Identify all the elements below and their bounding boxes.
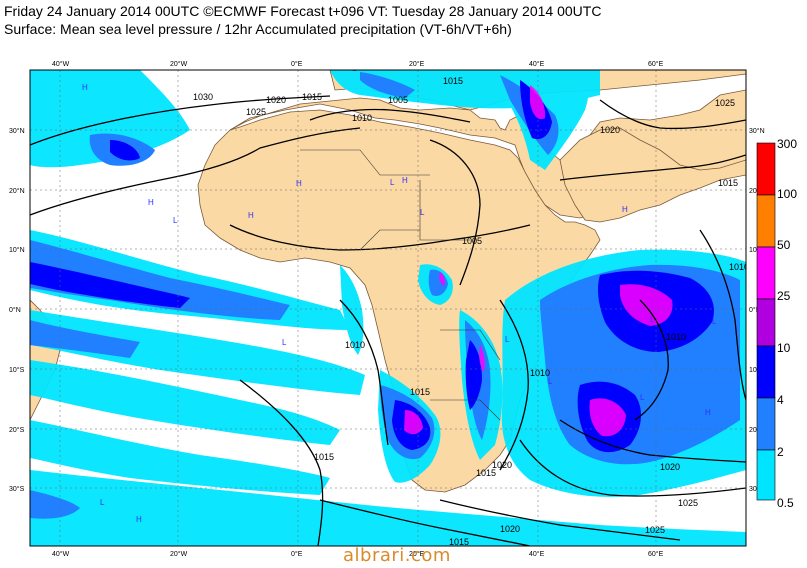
isobar-label: 1020: [500, 524, 520, 534]
lon-label-top: 60°E: [648, 60, 664, 68]
legend-swatch-50: [756, 246, 776, 300]
precipitation-field: [30, 70, 746, 546]
lon-label-top: 40°E: [529, 60, 545, 68]
precip-legend: [756, 142, 776, 501]
high-marker: H: [296, 179, 302, 188]
isobar-label: 1020: [492, 460, 512, 470]
low-marker: L: [712, 317, 717, 326]
legend-label: 50: [777, 238, 791, 252]
low-marker: L: [650, 315, 655, 324]
map-frame: [29, 69, 747, 547]
high-marker: H: [402, 176, 408, 185]
isobar-label: 1025: [678, 498, 698, 508]
pressure-centers: H H H H H H H H L L L L L L L L L L L: [82, 64, 717, 524]
low-marker: L: [282, 338, 287, 347]
lon-label-bottom: 0°E: [291, 550, 303, 558]
legend-label: 0.5: [777, 496, 794, 510]
lat-label-left: 0°N: [9, 306, 21, 314]
legend-swatch-300: [756, 142, 776, 196]
low-marker: L: [173, 216, 178, 225]
low-marker: L: [505, 335, 510, 344]
legend-label: 2: [777, 445, 784, 459]
isobar-label: 1015: [443, 76, 463, 86]
lat-label-right: 30°N: [749, 127, 765, 135]
lat-label-left: 30°N: [9, 127, 25, 135]
isobar-label: 1025: [645, 525, 665, 535]
isobar-label: 1025: [715, 98, 735, 108]
lat-label-right: 0°N: [749, 306, 761, 314]
lat-label-left: 30°S: [9, 485, 25, 493]
high-marker: H: [148, 198, 154, 207]
high-marker: H: [622, 205, 628, 214]
isobar-label: 1010: [666, 332, 686, 342]
isobar-label: 1025: [246, 107, 266, 117]
isobar-label: 1015: [410, 387, 430, 397]
watermark-text: albrari.com: [343, 545, 451, 566]
lon-label-top: 20°E: [409, 60, 425, 68]
title-line-1: Friday 24 January 2014 00UTC ©ECMWF Fore…: [4, 3, 602, 19]
isobar-label: 1015: [476, 468, 496, 478]
lat-label-left: 10°S: [9, 366, 25, 374]
title-line-2: Surface: Mean sea level pressure / 12hr …: [4, 21, 512, 37]
isobar-label: 1015: [314, 452, 334, 462]
lon-label-bottom: 20°W: [170, 550, 188, 558]
lon-label-top: 0°E: [291, 60, 303, 68]
legend-swatch-4: [756, 397, 776, 451]
lon-label-bottom: 40°W: [52, 550, 70, 558]
isobar-label: 1010: [530, 368, 550, 378]
isobar-labels: 1030 1025 1020 1015 1010 1005 1015 1020 …: [193, 76, 749, 547]
low-marker: L: [100, 498, 105, 507]
lat-label-left: 20°S: [9, 426, 25, 434]
isobar-label: 1010: [729, 262, 749, 272]
legend-label: 100: [777, 187, 798, 201]
lon-label-bottom: 40°E: [529, 550, 545, 558]
isobar-label: 1015: [718, 178, 738, 188]
isobar-label: 1005: [462, 236, 482, 246]
low-marker: L: [640, 393, 645, 402]
low-marker: L: [352, 64, 357, 73]
legend-swatch-25: [756, 298, 776, 347]
borders: [300, 149, 501, 421]
legend-label: 300: [777, 137, 798, 151]
isobar-label: 1015: [449, 537, 469, 547]
isobars: [30, 95, 746, 546]
low-marker: L: [548, 377, 553, 386]
lon-label-top: 40°W: [52, 60, 70, 68]
lon-label-top: 20°W: [170, 60, 188, 68]
legend-swatch-2: [756, 449, 776, 501]
isobar-label: 1005: [388, 95, 408, 105]
legend-swatch-10: [756, 345, 776, 399]
low-marker: L: [420, 208, 425, 217]
high-marker: H: [82, 83, 88, 92]
legend-label: 4: [777, 393, 784, 407]
isobar-label: 1010: [345, 340, 365, 350]
lat-label-left: 20°N: [9, 187, 25, 195]
isobar-label: 1020: [266, 95, 286, 105]
legend-label: 25: [777, 289, 791, 303]
legend-swatch-100: [756, 194, 776, 248]
isobar-label: 1010: [352, 113, 372, 123]
high-marker: H: [705, 408, 711, 417]
lat-label-left: 10°N: [9, 246, 25, 254]
legend-label: 10: [777, 341, 791, 355]
isobar-label: 1030: [193, 92, 213, 102]
lon-label-bottom: 60°E: [648, 550, 664, 558]
graticule: [30, 70, 746, 546]
low-marker: L: [390, 178, 395, 187]
high-marker: H: [248, 211, 254, 220]
high-marker: H: [136, 515, 142, 524]
lon-label-bottom: 20°E: [409, 550, 425, 558]
isobar-label: 1015: [302, 92, 322, 102]
isobar-label: 1020: [660, 462, 680, 472]
